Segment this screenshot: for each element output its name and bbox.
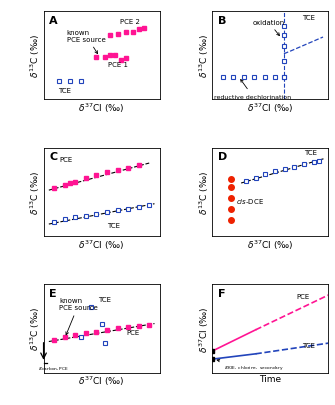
Y-axis label: $\delta^{13}$C (‰): $\delta^{13}$C (‰) xyxy=(29,307,42,351)
Text: B: B xyxy=(218,16,226,26)
Text: PCE 1: PCE 1 xyxy=(108,62,128,68)
Text: E: E xyxy=(49,288,57,298)
Y-axis label: $\delta^{37}$Cl (‰): $\delta^{37}$Cl (‰) xyxy=(197,305,211,352)
X-axis label: Time: Time xyxy=(259,374,281,383)
Text: TCE: TCE xyxy=(98,296,112,302)
Y-axis label: $\delta^{13}$C (‰): $\delta^{13}$C (‰) xyxy=(197,34,211,78)
Text: D: D xyxy=(218,152,227,162)
Text: F: F xyxy=(218,288,225,298)
Text: C: C xyxy=(49,152,58,162)
X-axis label: $\delta^{37}$Cl (‰): $\delta^{37}$Cl (‰) xyxy=(78,101,125,115)
Text: TCE: TCE xyxy=(58,87,71,94)
X-axis label: $\delta^{37}$Cl (‰): $\delta^{37}$Cl (‰) xyxy=(247,101,293,115)
Y-axis label: $\delta^{13}$C (‰): $\delta^{13}$C (‰) xyxy=(29,34,42,78)
Text: TCE: TCE xyxy=(302,15,315,21)
Text: $\varepsilon_{\rm carbon, PCE}$: $\varepsilon_{\rm carbon, PCE}$ xyxy=(38,364,69,372)
Y-axis label: $\delta^{13}$C (‰): $\delta^{13}$C (‰) xyxy=(197,171,211,214)
X-axis label: $\delta^{37}$Cl (‰): $\delta^{37}$Cl (‰) xyxy=(78,374,125,387)
Text: TCE: TCE xyxy=(302,342,315,348)
X-axis label: $\delta^{37}$Cl (‰): $\delta^{37}$Cl (‰) xyxy=(247,238,293,251)
Text: PCE 2: PCE 2 xyxy=(120,19,140,25)
Text: PCE: PCE xyxy=(126,329,139,335)
Text: oxidation: oxidation xyxy=(252,20,284,36)
Text: PCE: PCE xyxy=(59,157,73,163)
Text: $\it{cis}$-DCE: $\it{cis}$-DCE xyxy=(236,196,264,205)
Text: TCE: TCE xyxy=(107,223,120,229)
Text: A: A xyxy=(49,16,58,26)
Y-axis label: $\delta^{13}$C (‰): $\delta^{13}$C (‰) xyxy=(29,171,42,214)
Text: reductive dechlorination: reductive dechlorination xyxy=(214,80,291,100)
Text: $\varepsilon_{\rm KIE,\ chlorine,\ secondary}$: $\varepsilon_{\rm KIE,\ chlorine,\ secon… xyxy=(217,360,283,373)
Text: known
PCE source: known PCE source xyxy=(59,298,98,335)
Text: PCE: PCE xyxy=(296,293,310,299)
X-axis label: $\delta^{37}$Cl (‰): $\delta^{37}$Cl (‰) xyxy=(78,238,125,251)
Text: TCE: TCE xyxy=(304,150,317,156)
Text: known
PCE source: known PCE source xyxy=(67,30,106,55)
